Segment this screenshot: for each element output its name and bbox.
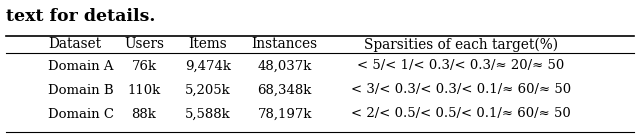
- Text: 48,037k: 48,037k: [258, 60, 312, 72]
- Text: 9,474k: 9,474k: [185, 60, 231, 72]
- Text: Users: Users: [124, 38, 164, 52]
- Text: < 5/< 1/< 0.3/< 0.3/≈ 20/≈ 50: < 5/< 1/< 0.3/< 0.3/≈ 20/≈ 50: [357, 60, 564, 72]
- Text: Domain A: Domain A: [48, 60, 113, 72]
- Text: 78,197k: 78,197k: [257, 107, 312, 120]
- Text: 88k: 88k: [132, 107, 156, 120]
- Text: < 3/< 0.3/< 0.3/< 0.1/≈ 60/≈ 50: < 3/< 0.3/< 0.3/< 0.1/≈ 60/≈ 50: [351, 84, 571, 97]
- Text: text for details.: text for details.: [6, 8, 156, 25]
- Text: Domain B: Domain B: [48, 84, 114, 97]
- Text: < 2/< 0.5/< 0.5/< 0.1/≈ 60/≈ 50: < 2/< 0.5/< 0.5/< 0.1/≈ 60/≈ 50: [351, 107, 571, 120]
- Text: 76k: 76k: [131, 60, 157, 72]
- Text: 68,348k: 68,348k: [258, 84, 312, 97]
- Text: 5,588k: 5,588k: [185, 107, 231, 120]
- Text: Items: Items: [189, 38, 227, 52]
- Text: 110k: 110k: [127, 84, 161, 97]
- Text: 5,205k: 5,205k: [185, 84, 231, 97]
- Text: Dataset: Dataset: [48, 38, 101, 52]
- Text: Sparsities of each target(%): Sparsities of each target(%): [364, 37, 558, 52]
- Text: Domain C: Domain C: [48, 107, 114, 120]
- Text: Instances: Instances: [252, 38, 318, 52]
